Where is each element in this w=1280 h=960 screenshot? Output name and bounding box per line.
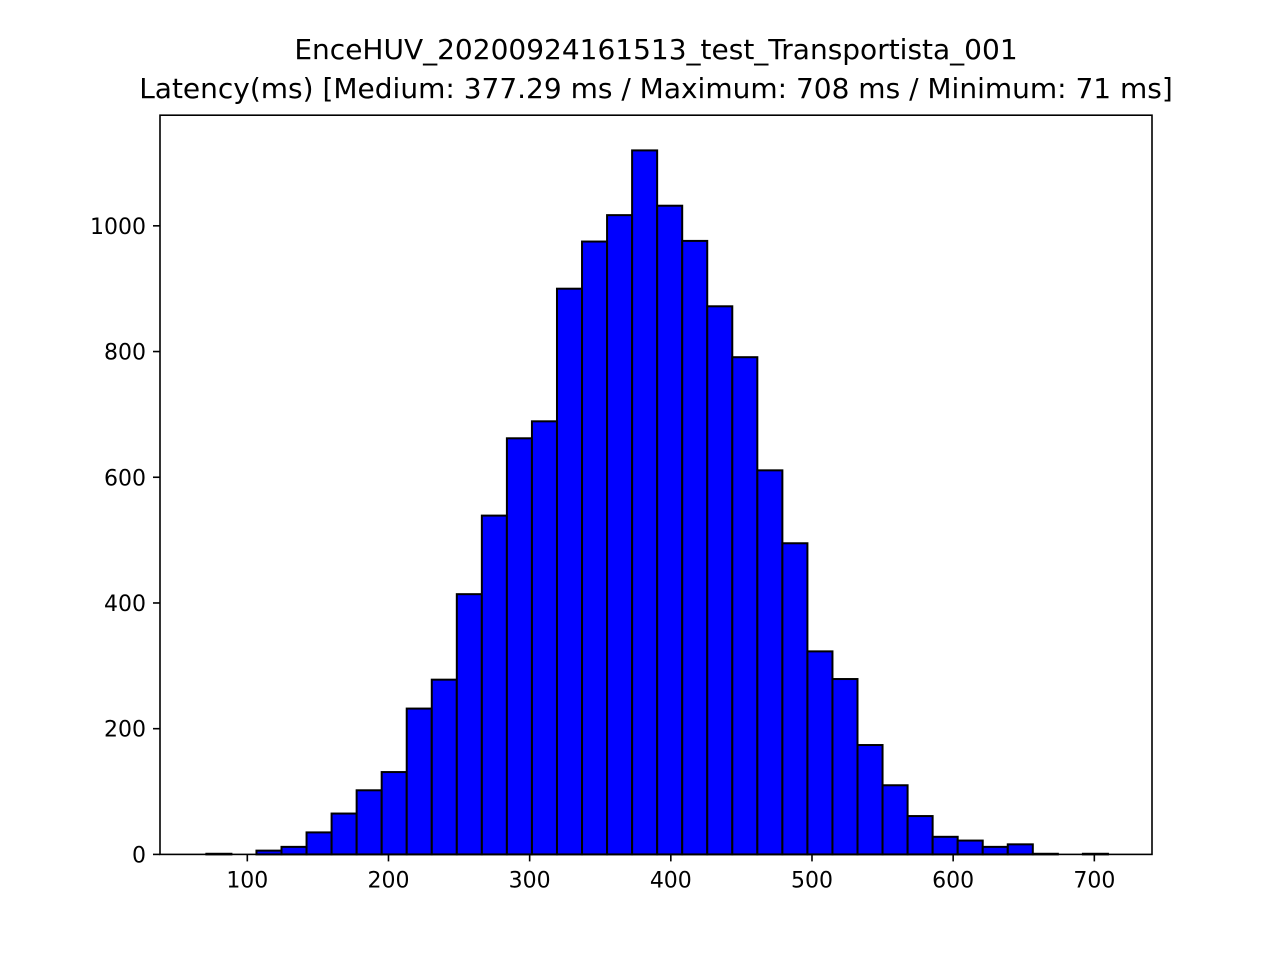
histogram-bar — [881, 784, 909, 856]
plot-frame — [159, 114, 1153, 856]
histogram-bar — [831, 678, 859, 856]
histogram-bar — [856, 744, 884, 856]
y-tick-label: 600 — [104, 466, 146, 491]
histogram-bar — [455, 593, 483, 856]
histogram-bar — [606, 214, 634, 856]
histogram-bar — [681, 239, 709, 856]
histogram-bar — [956, 839, 984, 856]
x-tick-label: 600 — [932, 868, 974, 893]
histogram-bar — [806, 650, 834, 856]
x-tick-label: 100 — [226, 868, 268, 893]
histogram-bar — [330, 812, 358, 856]
chart-subtitle: Latency(ms) [Medium: 377.29 ms / Maximum… — [139, 72, 1173, 105]
histogram-bar — [305, 831, 333, 856]
histogram-bar — [555, 287, 584, 856]
y-tick-label: 200 — [104, 718, 146, 743]
x-tick-label: 300 — [509, 868, 551, 893]
histogram-bar — [505, 437, 533, 856]
histogram-bar — [731, 356, 759, 856]
histogram-bar — [931, 835, 959, 856]
histogram-bar — [781, 542, 809, 856]
histogram-bar — [405, 707, 433, 856]
histogram-bar — [530, 420, 558, 856]
x-tick-label: 400 — [650, 868, 692, 893]
chart-title: EnceHUV_20200924161513_test_Transportist… — [294, 33, 1017, 66]
histogram-bar — [480, 514, 508, 856]
x-tick-label: 200 — [367, 868, 409, 893]
histogram-bar — [656, 204, 684, 856]
histogram-bar — [906, 815, 934, 856]
x-axis-ticks: 100 200 300 400 500 600 700 — [226, 854, 1115, 893]
histogram-bar — [355, 789, 383, 856]
y-tick-label: 1000 — [90, 215, 146, 240]
y-tick-label: 800 — [104, 341, 146, 366]
histogram-bar — [1006, 843, 1034, 856]
histogram-bar — [756, 469, 784, 856]
x-tick-label: 700 — [1073, 868, 1115, 893]
histogram-bar — [631, 149, 659, 856]
x-tick-label: 500 — [791, 868, 833, 893]
y-tick-label: 0 — [132, 843, 146, 868]
histogram-bar — [280, 845, 308, 856]
y-tick-label: 400 — [104, 592, 146, 617]
histogram-bar — [430, 678, 458, 856]
histogram-bar — [380, 771, 408, 856]
histogram-bars — [205, 149, 1109, 856]
histogram-bar — [981, 845, 1009, 856]
y-axis-ticks: 0 200 400 600 800 1000 — [90, 215, 160, 868]
histogram-bar — [706, 305, 734, 856]
histogram-bar — [581, 240, 609, 856]
